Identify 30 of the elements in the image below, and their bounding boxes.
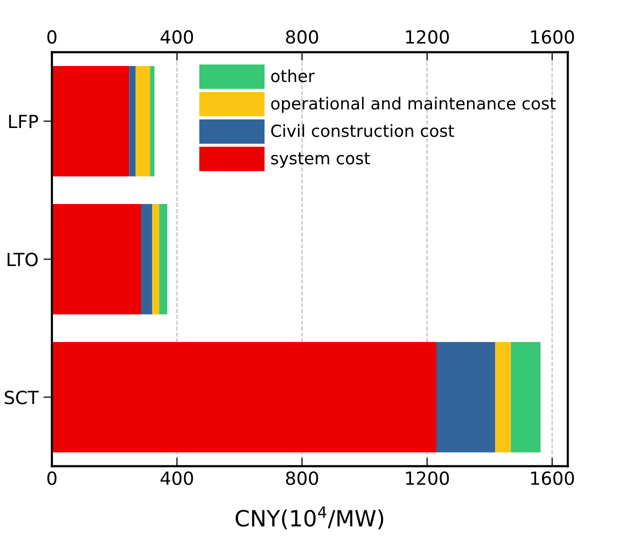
bar	[141, 204, 152, 314]
x2-tick-label: 800	[286, 30, 318, 44]
y-tick-label: LTO	[8, 252, 38, 266]
x-axis-title: CNY(10$^{4}$/MW)	[236, 506, 384, 530]
x2-tick-label: 0	[47, 30, 56, 44]
bar	[52, 204, 142, 314]
bar	[152, 204, 160, 314]
x-tick-label: 1600	[531, 471, 574, 486]
bar	[150, 66, 154, 176]
y-tick-label: SCT	[4, 390, 39, 404]
bar	[436, 342, 496, 452]
legend-label: operational and maintenance cost	[271, 96, 556, 113]
x-tick-label: 400	[160, 471, 194, 486]
x2-tick-label: 400	[160, 30, 194, 44]
bar	[52, 342, 436, 452]
bar	[159, 204, 168, 314]
bar	[495, 342, 511, 452]
bar	[136, 66, 150, 176]
legend-label: Civil construction cost	[271, 124, 454, 138]
x2-tick-label: 1600	[531, 30, 574, 44]
legend-label: system cost	[271, 152, 370, 168]
bar	[52, 66, 130, 176]
x-tick-label: 1200	[406, 471, 449, 486]
y-tick-label: LFP	[9, 114, 38, 128]
x-tick-label: 800	[286, 471, 318, 486]
x-tick-label: 0	[47, 471, 56, 486]
bar	[129, 66, 136, 176]
legend-label: other	[271, 69, 315, 82]
bar	[510, 342, 541, 452]
x2-tick-label: 1200	[406, 30, 449, 44]
